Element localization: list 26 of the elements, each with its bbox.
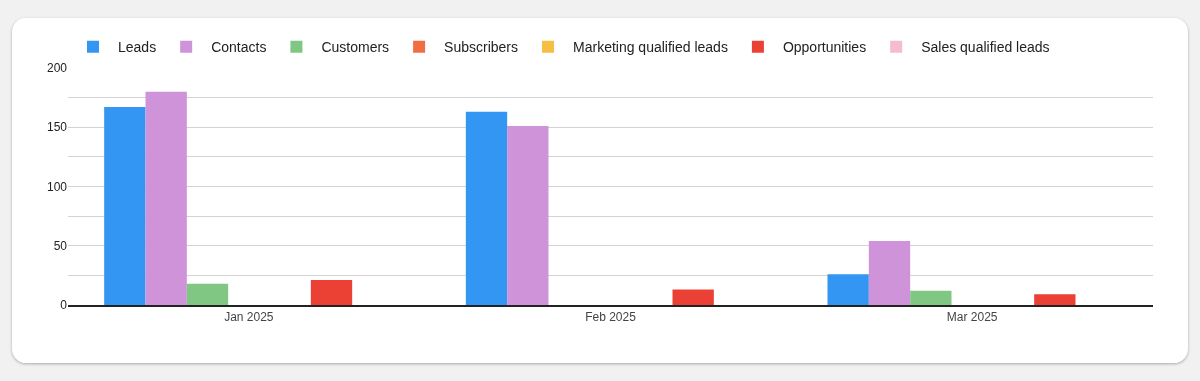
bar (827, 274, 869, 305)
bar (310, 280, 353, 305)
legend-label: Marketing qualified leads (573, 39, 728, 56)
x-tick-label: Mar 2025 (946, 310, 998, 325)
bar (910, 290, 952, 305)
y-tick-label: 0 (60, 298, 68, 313)
bar (868, 241, 911, 305)
legend-label: Customers (321, 39, 390, 56)
bar (465, 111, 508, 305)
legend-label: Opportunities (782, 39, 867, 56)
y-tick-label: 50 (53, 238, 68, 253)
y-tick-label: 150 (46, 120, 68, 135)
bar (145, 91, 187, 305)
y-tick-label: 200 (46, 61, 68, 76)
bar (1034, 294, 1076, 305)
legend-label: Leads (118, 39, 157, 56)
bar (186, 283, 229, 305)
bar (507, 126, 549, 305)
y-tick-label: 100 (46, 179, 68, 194)
x-tick-label: Jan 2025 (224, 310, 274, 325)
legend-label: Contacts (211, 39, 267, 56)
legend-label: Subscribers (444, 39, 519, 56)
legend-label: Sales qualified leads (921, 39, 1050, 56)
bar (672, 289, 714, 305)
bar (104, 107, 146, 305)
x-tick-label: Feb 2025 (585, 310, 637, 325)
